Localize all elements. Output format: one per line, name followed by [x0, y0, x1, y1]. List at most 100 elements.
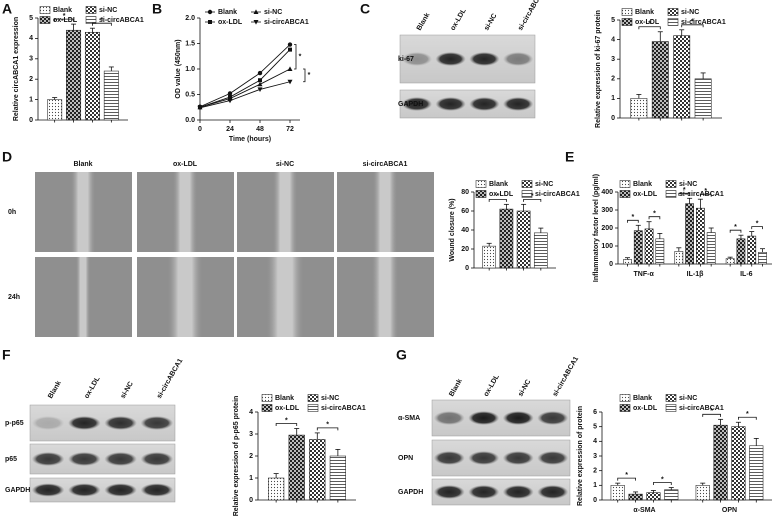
blot-column-label: Blank [416, 12, 432, 32]
legend-label: si-circABCA1 [681, 19, 726, 26]
panel-label: E [565, 149, 574, 165]
wound-gap [71, 172, 95, 252]
point [258, 78, 262, 83]
error-bar [760, 248, 766, 253]
legend-label: si-circABCA1 [321, 405, 366, 412]
bar [646, 492, 661, 501]
significance-label: * [746, 411, 749, 418]
line [199, 81, 291, 109]
y-tick-label: 80 [461, 189, 469, 196]
y-tick-label: 2 [593, 468, 597, 475]
blot-band [104, 416, 137, 430]
y-tick-label: 4 [249, 409, 253, 416]
legend-swatch [619, 404, 631, 412]
significance-bracket [303, 68, 306, 83]
blot-band [435, 52, 466, 66]
significance-bracket [488, 198, 507, 202]
point [227, 98, 233, 104]
y-tick-label: 5 [29, 15, 33, 22]
bar [633, 230, 643, 265]
significance-label: * [625, 472, 628, 479]
point [287, 79, 293, 85]
blot-band [31, 452, 65, 466]
y-tick-label: 2 [29, 76, 33, 83]
y-tick-label: 6 [593, 409, 597, 416]
legend-label: Blank [489, 181, 508, 188]
x-tick-label: 0 [198, 126, 202, 133]
error-bar [273, 473, 279, 478]
error-bar [615, 482, 621, 486]
legend-swatch [667, 18, 679, 26]
bar [482, 245, 497, 269]
legend-label: si-circABCA1 [99, 17, 144, 24]
blot-column-label: si-NC [120, 381, 135, 400]
legend-swatch [85, 16, 97, 24]
bar [749, 445, 764, 501]
bar [736, 238, 746, 265]
significance-label: * [734, 224, 737, 231]
legend-swatch [39, 6, 51, 14]
blot-row-label: OPN [398, 455, 413, 462]
error-bar [636, 94, 642, 99]
significance-label: * [710, 408, 713, 415]
y-axis-label: Relative circABCA1 expression [13, 17, 20, 121]
significance-label: * [531, 193, 534, 200]
panel-label: D [2, 149, 12, 165]
y-tick-label: 5 [611, 17, 615, 24]
significance-bracket [729, 229, 742, 233]
legend-swatch [619, 394, 631, 402]
point [227, 91, 233, 96]
blot-row-label: GAPDH [398, 489, 423, 496]
y-tick-label: 2 [611, 76, 615, 83]
blot-band [140, 452, 174, 466]
chart: 0 1 2 3 4 Relative expression of p-p65 protei… [233, 394, 366, 517]
significance-label: * [308, 72, 311, 79]
blot-row-label: GAPDH [5, 487, 30, 494]
bar [268, 477, 285, 501]
wound-gap [76, 257, 90, 337]
error-bar [718, 418, 724, 426]
legend-label: si-NC [99, 7, 117, 14]
y-tick-label: 2.0 [185, 15, 195, 22]
error-bar [676, 247, 682, 252]
significance-label: * [683, 187, 686, 194]
legend-swatch [665, 394, 677, 402]
legend-swatch [475, 190, 487, 198]
blot-column-label: ox-LDL [450, 7, 468, 32]
error-bar [624, 257, 630, 260]
legend-label: Blank [275, 395, 294, 402]
y-axis-label: Relative expression of ki-67 protein [595, 10, 602, 128]
image-column-label: Blank [73, 161, 92, 168]
y-tick-label: 400 [601, 189, 613, 196]
legend-label: ox-LDL [635, 19, 660, 26]
y-axis-label: Relative expression of p-p65 protein [233, 396, 240, 517]
error-bar [89, 27, 95, 33]
legend-swatch [665, 180, 677, 188]
wound-gap [267, 257, 303, 337]
y-tick-label: 300 [601, 207, 613, 214]
bar [533, 232, 548, 269]
legend-label: Blank [633, 181, 652, 188]
blot-band [433, 485, 465, 499]
legend-label: si-NC [535, 181, 553, 188]
blot-band [435, 97, 466, 111]
chart: 0 1 2 3 4 5 Relative circABCA1 expression Blank… [13, 6, 144, 124]
error-bar [738, 234, 744, 239]
significance-label: * [101, 17, 104, 24]
y-tick-label: 4 [29, 35, 33, 42]
y-tick-label: 0 [465, 265, 469, 272]
error-bar [697, 198, 703, 209]
error-bar [521, 203, 527, 211]
legend-swatch [619, 190, 631, 198]
legend-swatch [665, 190, 677, 198]
y-tick-label: 40 [461, 227, 469, 234]
blot-column-label: ox-LDL [83, 375, 101, 400]
error-bar [687, 197, 693, 204]
legend-label: si-NC [679, 395, 697, 402]
point [287, 42, 293, 47]
significance-bracket [316, 427, 339, 431]
bar [747, 235, 757, 265]
blot-band [468, 485, 500, 499]
blot-band [104, 483, 137, 497]
legend-swatch [261, 404, 273, 412]
